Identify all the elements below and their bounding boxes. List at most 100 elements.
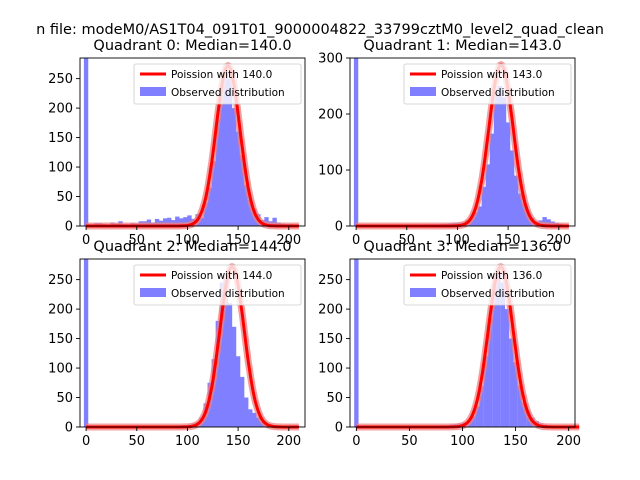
chart-title: Quadrant 2: Median=144.0 bbox=[93, 239, 291, 255]
histogram-bar bbox=[211, 161, 216, 226]
histogram-bar bbox=[479, 385, 484, 427]
legend-hist-swatch bbox=[140, 288, 166, 297]
y-tick-label: 200 bbox=[318, 303, 343, 318]
histogram-bar bbox=[542, 217, 547, 226]
x-tick-label: 150 bbox=[226, 434, 251, 449]
x-tick-label: 150 bbox=[226, 233, 251, 248]
quadrant-1-chart: 0 50 100 150 200 0 100 200 300 Quadrant 1: Median… bbox=[318, 38, 576, 248]
legend-hist-label: Observed distribution bbox=[171, 288, 285, 300]
legend-box bbox=[403, 264, 572, 306]
legend-hist-swatch bbox=[410, 87, 436, 96]
y-tick-label: 200 bbox=[48, 303, 73, 318]
y-tick-label: 50 bbox=[56, 190, 73, 205]
histogram-bar bbox=[199, 217, 204, 226]
histogram-bar bbox=[492, 285, 497, 427]
x-tick-label: 50 bbox=[128, 233, 145, 248]
x-tick-label: 200 bbox=[546, 233, 571, 248]
histogram-bar bbox=[489, 133, 495, 226]
histogram-bar bbox=[501, 97, 507, 226]
histogram-bar bbox=[239, 155, 245, 226]
y-tick-label: 50 bbox=[56, 391, 73, 406]
histogram-bar bbox=[487, 317, 493, 427]
chart-title: Quadrant 0: Median=140.0 bbox=[93, 38, 291, 54]
histogram-bar bbox=[175, 216, 180, 226]
y-tick-label: 300 bbox=[318, 52, 343, 67]
axes-frame bbox=[349, 57, 576, 227]
legend-fit-label: Poission with 140.0 bbox=[171, 69, 272, 81]
histogram-bar bbox=[154, 218, 160, 226]
x-tick-label: 0 bbox=[352, 434, 360, 449]
histogram-bar bbox=[231, 326, 237, 427]
histogram-bar bbox=[477, 206, 482, 226]
histogram-bar bbox=[252, 412, 257, 427]
histogram-bar bbox=[231, 108, 237, 226]
histogram-bar bbox=[509, 338, 514, 427]
y-tick-label: 50 bbox=[326, 391, 343, 406]
y-tick-label: 100 bbox=[48, 362, 73, 377]
legend-fit-label: Poission with 143.0 bbox=[441, 69, 542, 81]
histogram-bar bbox=[272, 217, 277, 226]
x-tick-label: 150 bbox=[503, 434, 528, 449]
histogram-bar bbox=[514, 175, 519, 226]
histogram-bar bbox=[248, 409, 253, 427]
histogram-bar bbox=[475, 406, 480, 427]
y-tick-label: 250 bbox=[48, 72, 73, 87]
legend-box bbox=[403, 63, 572, 105]
histogram-bar bbox=[505, 122, 511, 226]
histogram-bar bbox=[483, 356, 489, 427]
histogram-bar bbox=[219, 84, 225, 226]
histogram-bar bbox=[207, 187, 212, 226]
histogram-bar bbox=[517, 385, 522, 427]
x-tick-label: 100 bbox=[445, 233, 470, 248]
y-tick-label: 100 bbox=[318, 164, 343, 179]
x-tick-label: 100 bbox=[175, 233, 200, 248]
histogram-bar bbox=[203, 202, 208, 226]
legend-box bbox=[133, 63, 302, 105]
figure-suptitle: n file: modeM0/AS1T04_091T01_9000004822_… bbox=[36, 22, 604, 38]
axes-frame bbox=[79, 258, 306, 428]
histogram-bar bbox=[227, 78, 233, 226]
x-tick-label: 200 bbox=[276, 434, 301, 449]
histogram-bar bbox=[504, 309, 510, 427]
chart-title: Quadrant 1: Median=143.0 bbox=[363, 38, 561, 54]
y-tick-label: 200 bbox=[318, 108, 343, 123]
y-tick-label: 250 bbox=[48, 273, 73, 288]
histogram-bar bbox=[215, 320, 221, 427]
chart-title: Quadrant 3: Median=136.0 bbox=[363, 239, 561, 255]
x-tick-label: 0 bbox=[352, 233, 360, 248]
legend-box bbox=[133, 264, 302, 306]
y-tick-label: 150 bbox=[48, 131, 73, 146]
histogram-bar bbox=[496, 273, 501, 427]
x-tick-label: 0 bbox=[82, 233, 90, 248]
y-tick-label: 100 bbox=[48, 161, 73, 176]
histogram-bar bbox=[235, 131, 241, 226]
histogram-bar bbox=[500, 282, 505, 427]
axes-frame bbox=[79, 57, 306, 227]
y-tick-label: 0 bbox=[65, 421, 73, 436]
histogram-bar bbox=[219, 282, 225, 427]
histogram-bar-zero-spike bbox=[83, 58, 89, 226]
y-tick-label: 250 bbox=[318, 273, 343, 288]
histogram-bar bbox=[493, 91, 499, 226]
x-tick-label: 100 bbox=[175, 434, 200, 449]
histogram-bar bbox=[179, 218, 184, 226]
histogram-bar bbox=[187, 215, 192, 226]
histogram-bar bbox=[215, 119, 221, 226]
legend-hist-swatch bbox=[410, 288, 436, 297]
y-tick-label: 150 bbox=[48, 332, 73, 347]
histogram-bar bbox=[235, 356, 241, 427]
histogram-bar bbox=[497, 86, 503, 226]
histogram-bar bbox=[239, 376, 245, 427]
y-tick-label: 150 bbox=[318, 332, 343, 347]
x-tick-label: 50 bbox=[401, 434, 418, 449]
y-tick-label: 0 bbox=[335, 220, 343, 235]
histogram-bar bbox=[256, 417, 261, 427]
quadrant-3-chart: 0 50 100 150 200 0 50 100 150 200 250 Quadrant 3: M… bbox=[318, 239, 582, 449]
legend-hist-label: Observed distribution bbox=[441, 87, 555, 99]
histogram-bar bbox=[513, 362, 518, 427]
histogram-bar bbox=[509, 150, 515, 226]
x-tick-label: 200 bbox=[556, 434, 581, 449]
histogram-bar bbox=[244, 397, 249, 427]
histogram-bar bbox=[481, 186, 486, 226]
